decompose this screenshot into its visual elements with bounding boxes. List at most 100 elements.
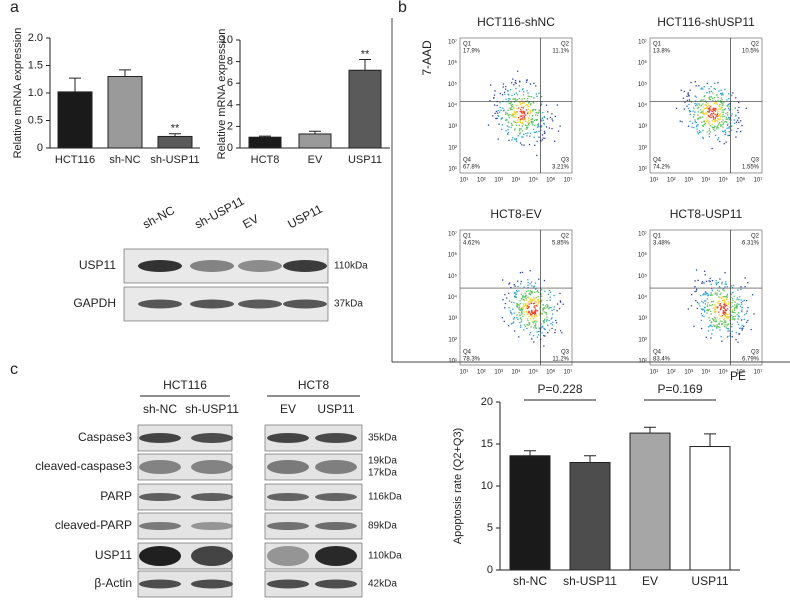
event-dot — [522, 295, 524, 297]
event-dot — [536, 154, 538, 157]
blot-band — [238, 260, 282, 272]
event-dot — [722, 312, 724, 314]
quadrant-name: Q1 — [653, 42, 662, 48]
event-dot — [543, 130, 546, 133]
event-dot — [513, 84, 515, 86]
event-dot — [514, 81, 516, 84]
event-dot — [744, 285, 746, 288]
event-dot — [519, 101, 521, 103]
event-dot — [745, 299, 748, 302]
event-dot — [731, 326, 733, 328]
event-dot — [528, 143, 531, 146]
event-dot — [730, 115, 733, 117]
event-dot — [540, 103, 543, 105]
event-dot — [519, 103, 522, 105]
y-tick-label: 10³ — [448, 316, 457, 322]
event-dot — [719, 302, 721, 305]
event-dot — [529, 110, 531, 112]
event-dot — [556, 310, 558, 312]
event-dot — [719, 116, 722, 118]
event-dot — [513, 107, 515, 109]
event-dot — [519, 133, 521, 135]
event-dot — [511, 114, 513, 116]
event-dot — [521, 114, 523, 117]
event-dot — [724, 324, 726, 326]
event-dot — [719, 140, 721, 143]
event-dot — [535, 85, 537, 87]
event-dot — [705, 280, 708, 283]
event-dot — [711, 318, 714, 320]
event-dot — [736, 306, 738, 308]
event-dot — [722, 309, 725, 312]
row-label: USP11 — [79, 258, 116, 272]
event-dot — [550, 306, 552, 309]
event-dot — [706, 131, 708, 133]
event-dot — [703, 293, 705, 296]
event-dot — [719, 293, 721, 296]
event-dot — [514, 116, 516, 119]
blot-band — [267, 433, 309, 443]
event-dot — [520, 112, 522, 114]
event-dot — [687, 92, 689, 94]
x-tick-label: 10³ — [684, 178, 693, 184]
event-dot — [740, 301, 743, 304]
event-dot — [725, 313, 728, 315]
event-dot — [554, 331, 556, 334]
event-dot — [730, 119, 732, 121]
event-dot — [534, 124, 536, 127]
error-bar — [119, 69, 131, 77]
event-dot — [708, 308, 710, 310]
event-dot — [711, 120, 713, 122]
event-dot — [719, 308, 722, 311]
event-dot — [690, 305, 693, 307]
blot-band — [267, 460, 309, 474]
event-dot — [715, 114, 718, 116]
x-tick-label: EV — [308, 154, 323, 166]
event-dot — [530, 281, 533, 283]
x-tick-label: 10⁶ — [736, 177, 746, 184]
event-dot — [533, 296, 535, 298]
event-dot — [732, 299, 734, 302]
event-dot — [700, 88, 702, 90]
blot-band — [267, 579, 309, 589]
event-dot — [724, 312, 727, 314]
x-tick-label: 10⁷ — [754, 369, 763, 376]
event-dot — [538, 136, 540, 138]
event-dot — [496, 104, 498, 107]
event-dot — [513, 98, 515, 100]
event-dot — [515, 82, 517, 84]
y-tick-label: 10⁶ — [638, 252, 648, 259]
event-dot — [554, 115, 557, 118]
event-dot — [539, 327, 541, 330]
event-dot — [708, 135, 711, 138]
event-dot — [704, 307, 706, 309]
event-dot — [512, 114, 515, 116]
event-dot — [542, 308, 544, 311]
event-dot — [500, 109, 502, 111]
blot-band — [139, 493, 181, 501]
event-dot — [533, 327, 535, 329]
event-dot — [682, 97, 685, 99]
event-dot — [702, 88, 704, 90]
event-dot — [704, 292, 706, 294]
error-bar — [309, 130, 321, 134]
event-dot — [701, 308, 703, 311]
event-dot — [534, 320, 536, 322]
quadrant-percent: 5.85% — [552, 241, 570, 247]
event-dot — [524, 303, 527, 305]
event-dot — [730, 293, 733, 296]
event-dot — [740, 299, 742, 301]
event-dot — [513, 110, 515, 113]
event-dot — [717, 81, 719, 84]
event-dot — [700, 131, 702, 133]
event-dot — [535, 111, 537, 114]
event-dot — [537, 298, 539, 301]
y-tick-label: 10⁷ — [448, 231, 457, 238]
x-tick-label: 10⁶ — [546, 369, 556, 376]
event-dot — [517, 121, 519, 123]
event-dot — [728, 126, 730, 128]
event-dot — [714, 325, 716, 327]
event-dot — [710, 96, 712, 98]
event-dot — [706, 117, 708, 119]
event-dot — [721, 102, 723, 104]
